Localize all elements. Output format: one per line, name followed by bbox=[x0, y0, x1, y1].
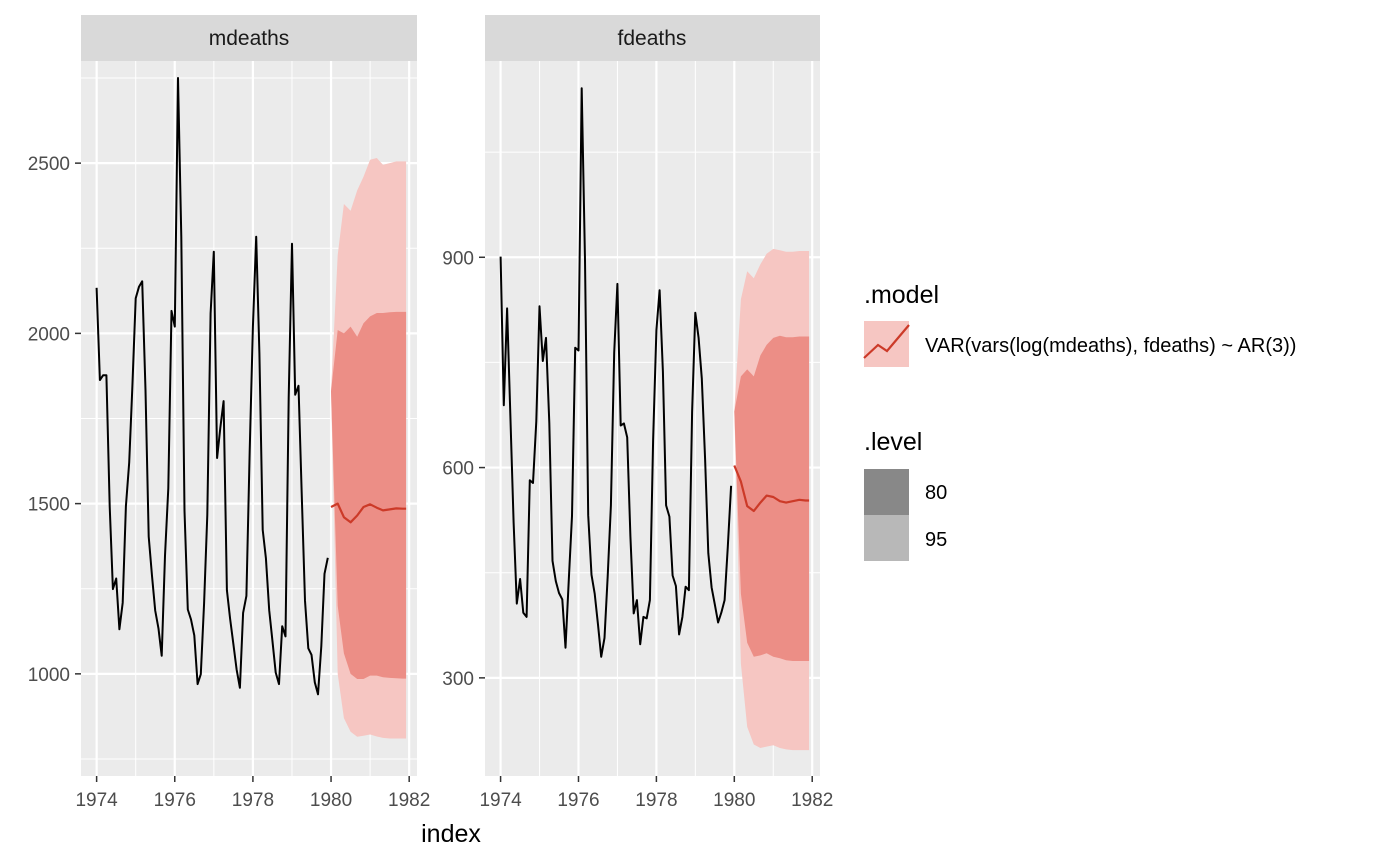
series-lines bbox=[95, 77, 407, 696]
legend-level-95-label: 95 bbox=[925, 529, 947, 551]
legend-model-title: .model bbox=[864, 281, 939, 309]
y-tick-label: 1000 bbox=[28, 665, 70, 686]
x-tick-label: 1980 bbox=[713, 790, 755, 811]
strip-background bbox=[81, 15, 417, 61]
x-tick-label: 1978 bbox=[635, 790, 677, 811]
y-tick-label: 300 bbox=[442, 669, 474, 690]
strip-background bbox=[485, 15, 820, 61]
strip-label: mdeaths bbox=[209, 27, 290, 50]
legend-model-key-line bbox=[863, 324, 910, 359]
x-tick-label: 1982 bbox=[388, 790, 430, 811]
x-tick-label: 1974 bbox=[479, 790, 522, 811]
legend-level-80-key bbox=[864, 469, 909, 515]
series-lines bbox=[499, 87, 810, 658]
strip-label: fdeaths bbox=[618, 27, 687, 50]
x-tick-label: 1976 bbox=[557, 790, 599, 811]
x-tick-label: 1982 bbox=[791, 790, 833, 811]
x-axis: 1974 1976 1978 1980 1982 bbox=[75, 776, 430, 811]
forecast-mean-line bbox=[733, 465, 810, 513]
y-tick-label: 2500 bbox=[28, 154, 70, 175]
panel-fdeaths: fdeaths 1974 1976 1978 1980 1982 300 600 900 bbox=[442, 15, 833, 811]
panel-mdeaths: mdeaths 1974 1976 1978 1980 1982 1000 1500 200… bbox=[28, 15, 430, 811]
y-tick-label: 1500 bbox=[28, 495, 70, 516]
band-80 bbox=[734, 335, 810, 661]
y-axis: 1000 1500 2000 2500 bbox=[28, 154, 81, 686]
x-tick-label: 1980 bbox=[310, 790, 352, 811]
y-tick-label: 2000 bbox=[28, 324, 70, 345]
forecast-bands bbox=[331, 158, 407, 739]
legend: .model VAR(vars(log(mdeaths), fdeaths) ~… bbox=[863, 281, 1296, 561]
x-tick-label: 1974 bbox=[75, 790, 118, 811]
y-tick-label: 900 bbox=[442, 248, 474, 269]
x-tick-label: 1976 bbox=[154, 790, 196, 811]
legend-level-title: .level bbox=[864, 428, 922, 456]
legend-level-95-key bbox=[864, 515, 909, 561]
legend-model-label: VAR(vars(log(mdeaths), fdeaths) ~ AR(3)) bbox=[925, 335, 1296, 357]
forecast-bands bbox=[734, 248, 810, 751]
y-tick-label: 600 bbox=[442, 459, 474, 480]
history-line bbox=[95, 77, 329, 696]
x-axis: 1974 1976 1978 1980 1982 bbox=[479, 776, 833, 811]
legend-level-80-label: 80 bbox=[925, 482, 947, 504]
y-axis: 300 600 900 bbox=[442, 248, 485, 690]
history-line bbox=[499, 87, 733, 658]
x-tick-label: 1978 bbox=[232, 790, 274, 811]
legend-model-key-fill bbox=[864, 321, 909, 367]
band-80 bbox=[331, 311, 407, 679]
x-axis-title: index bbox=[421, 820, 481, 848]
forecast-mean-line bbox=[330, 502, 407, 524]
